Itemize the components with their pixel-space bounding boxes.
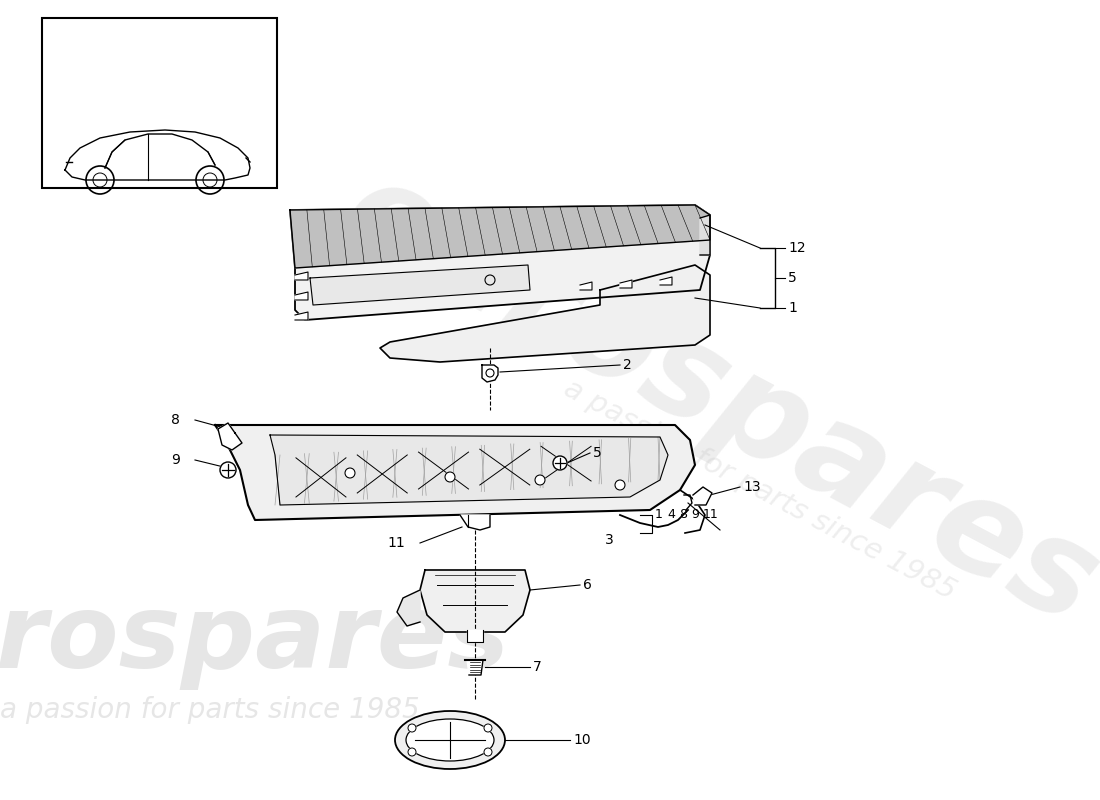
Text: 7: 7 — [534, 660, 541, 674]
Text: 5: 5 — [788, 271, 796, 285]
Circle shape — [535, 475, 544, 485]
Ellipse shape — [395, 711, 505, 769]
Circle shape — [408, 748, 416, 756]
Text: 2: 2 — [623, 358, 631, 372]
Polygon shape — [700, 215, 710, 255]
Text: a passion for parts since 1985: a passion for parts since 1985 — [559, 374, 960, 606]
Polygon shape — [290, 205, 710, 320]
Circle shape — [615, 480, 625, 490]
Polygon shape — [379, 265, 710, 362]
Polygon shape — [218, 423, 242, 450]
Text: 6: 6 — [583, 578, 592, 592]
Text: 5: 5 — [593, 446, 602, 460]
Polygon shape — [420, 570, 530, 632]
Text: 9: 9 — [172, 453, 180, 467]
Polygon shape — [295, 312, 308, 320]
Text: 1: 1 — [788, 301, 796, 315]
Circle shape — [345, 468, 355, 478]
Polygon shape — [290, 205, 710, 268]
Polygon shape — [295, 292, 308, 300]
Text: eurospares: eurospares — [0, 590, 509, 690]
Text: 10: 10 — [573, 733, 591, 747]
Circle shape — [484, 724, 492, 732]
Circle shape — [553, 456, 566, 470]
Text: 11: 11 — [703, 509, 718, 522]
Polygon shape — [310, 265, 530, 305]
Text: 11: 11 — [387, 536, 405, 550]
Text: 9: 9 — [691, 509, 698, 522]
Polygon shape — [580, 282, 592, 290]
Text: eurospares: eurospares — [321, 148, 1100, 652]
Polygon shape — [660, 277, 672, 285]
Polygon shape — [65, 130, 250, 180]
Circle shape — [486, 369, 494, 377]
Polygon shape — [295, 272, 308, 280]
Circle shape — [220, 462, 236, 478]
Polygon shape — [468, 660, 483, 675]
Circle shape — [446, 472, 455, 482]
Polygon shape — [460, 515, 490, 530]
Text: 4: 4 — [667, 509, 675, 522]
Polygon shape — [214, 425, 695, 520]
Polygon shape — [482, 365, 498, 382]
Polygon shape — [397, 590, 420, 626]
Polygon shape — [620, 280, 632, 288]
Text: 8: 8 — [172, 413, 180, 427]
Bar — [42, 18, 277, 188]
Polygon shape — [468, 630, 483, 642]
Text: 12: 12 — [788, 241, 805, 255]
Text: 1: 1 — [654, 509, 663, 522]
Text: 3: 3 — [605, 533, 614, 547]
Text: a passion for parts since 1985: a passion for parts since 1985 — [0, 696, 420, 724]
Circle shape — [408, 724, 416, 732]
Text: 13: 13 — [742, 480, 760, 494]
Ellipse shape — [406, 719, 494, 761]
Polygon shape — [270, 435, 668, 505]
Text: 8: 8 — [679, 509, 688, 522]
Polygon shape — [693, 487, 712, 505]
Circle shape — [484, 748, 492, 756]
